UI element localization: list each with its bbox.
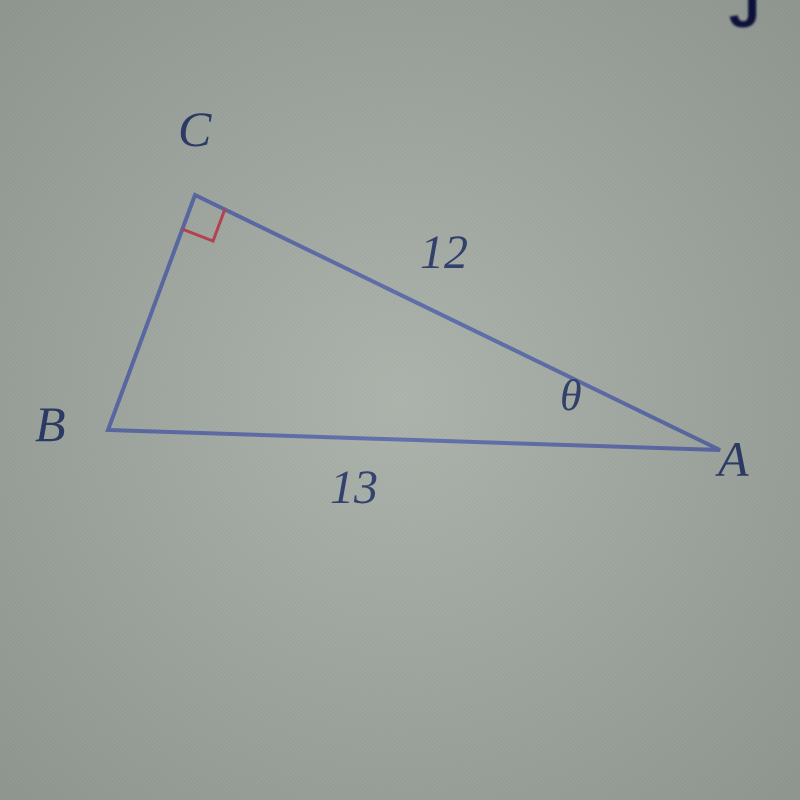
edge-ba-label: 13 xyxy=(330,460,378,515)
vertex-a-label: A xyxy=(718,430,749,488)
vertex-c-label: C xyxy=(178,100,211,158)
triangle-svg xyxy=(0,0,800,800)
cropped-text-fragment: J xyxy=(729,0,760,40)
triangle-diagram: C B A 12 13 θ J xyxy=(0,0,800,800)
vertex-b-label: B xyxy=(35,395,66,453)
triangle-shape xyxy=(108,195,720,450)
angle-theta-label: θ xyxy=(560,370,582,421)
edge-ca-label: 12 xyxy=(420,225,468,280)
